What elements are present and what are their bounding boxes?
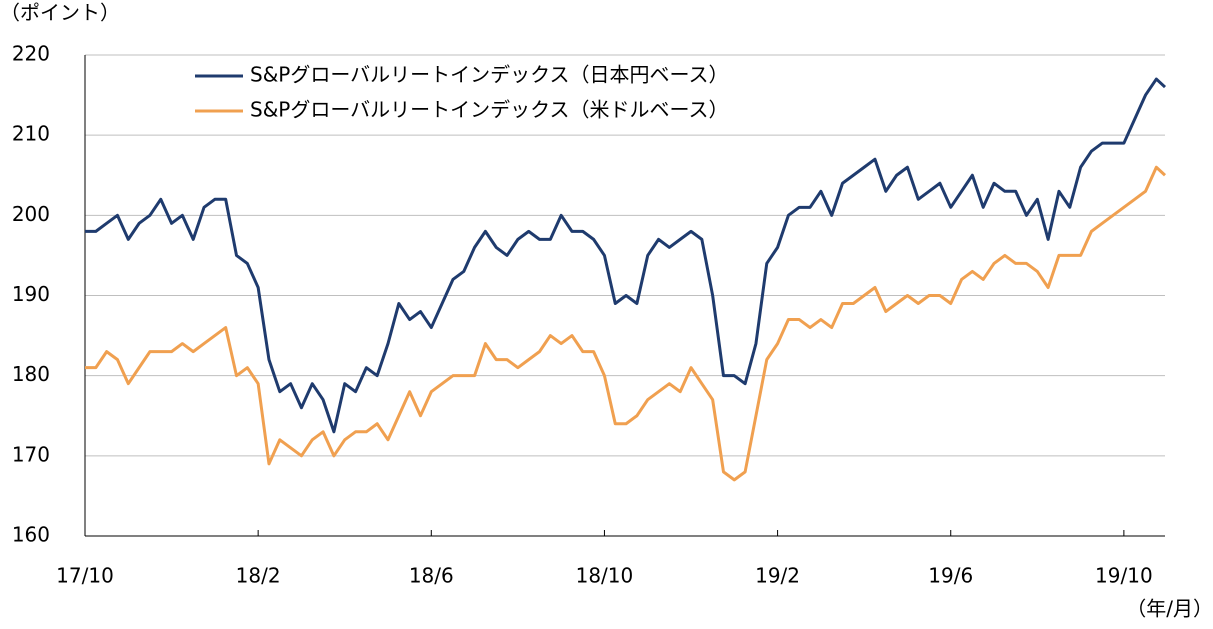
y-tick-label: 210 [12,122,50,146]
y-tick-label: 200 [12,202,50,226]
x-tick-label: 17/10 [56,564,114,588]
x-tick-label: 18/2 [236,564,281,588]
x-tick-label: 19/10 [1095,564,1153,588]
series-line [85,77,1167,434]
x-tick-label: 18/6 [409,564,454,588]
y-unit-label: （ポイント） [0,1,120,25]
x-tick-label: 19/2 [755,564,800,588]
x-unit-label: （年/月） [1126,597,1213,621]
legend-label: S&Pグローバルリートインデックス（米ドルベース） [250,98,729,122]
y-tick-label: 170 [12,442,50,466]
y-tick-label: 220 [12,42,50,66]
y-tick-label: 180 [12,362,50,386]
x-tick-label: 18/10 [576,564,634,588]
x-tick-label: 19/6 [928,564,973,588]
series-line [85,165,1167,482]
y-tick-label: 190 [12,282,50,306]
y-tick-label: 160 [12,523,50,547]
legend-label: S&Pグローバルリートインデックス（日本円ベース） [250,63,729,87]
